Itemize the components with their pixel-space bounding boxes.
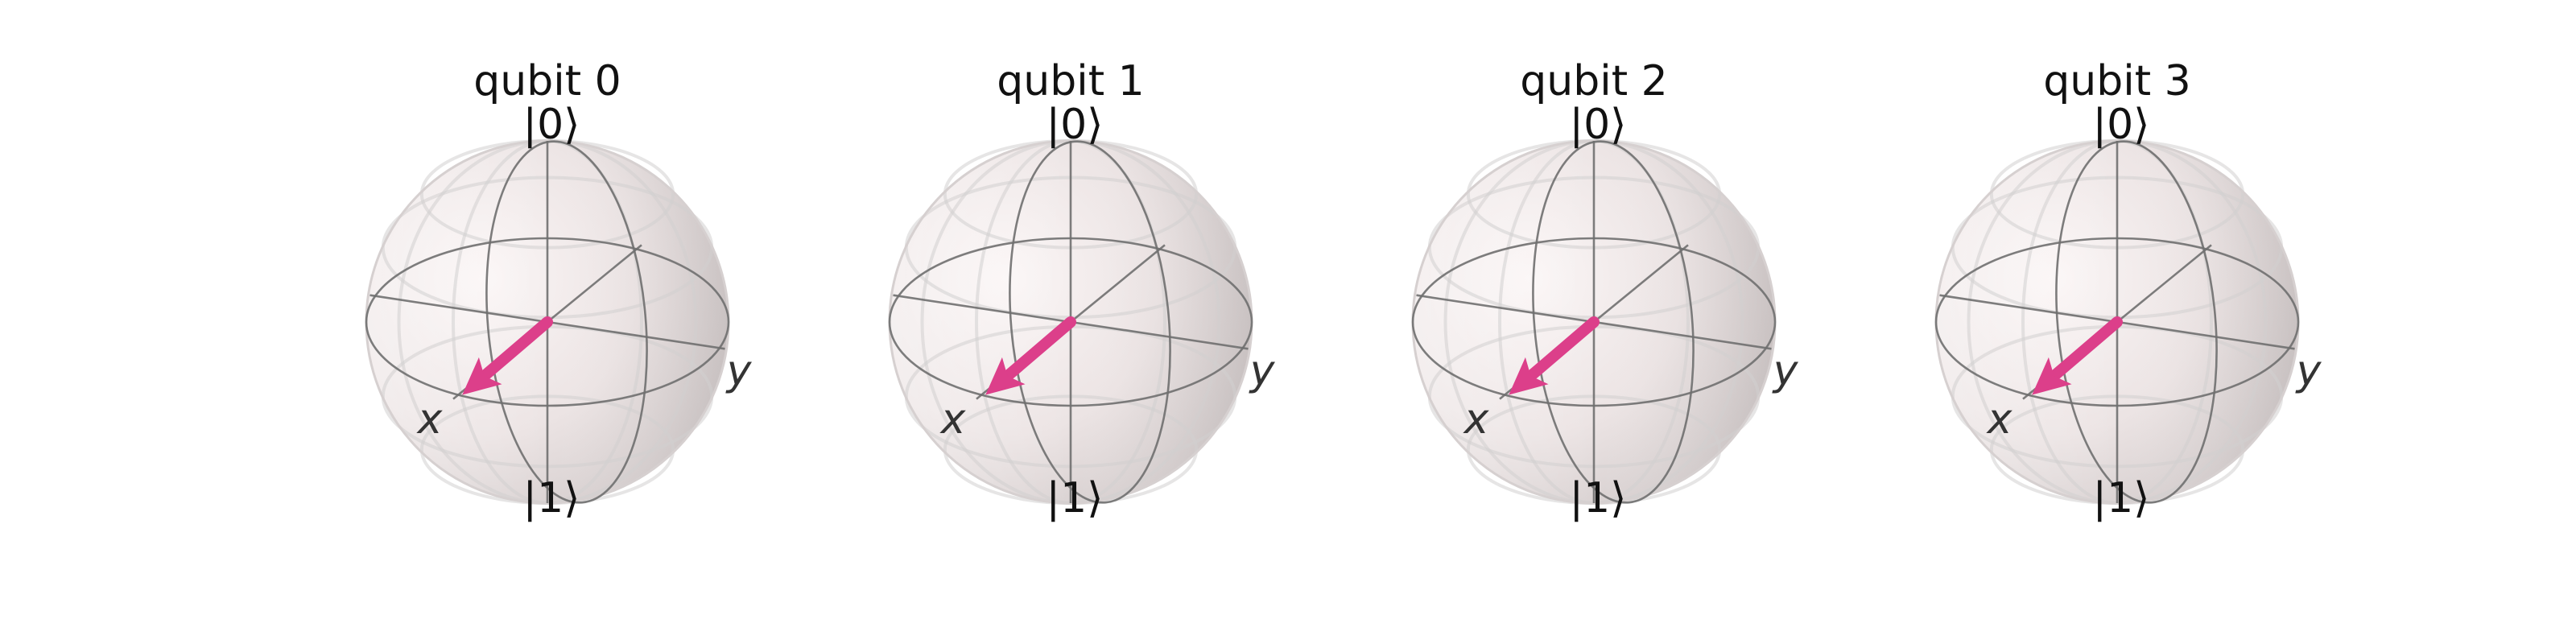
y-axis-label: y [725,347,753,395]
y-axis-label: y [1772,347,1799,395]
bloch-sphere-qubit-2: qubit 2|0⟩ |1⟩ x y [1411,57,1799,522]
x-axis-label: x [1463,395,1490,444]
ket-one-label: |1⟩ [2093,474,2150,522]
x-axis-label: x [416,395,444,444]
state-vector-shaft [1527,316,1600,380]
ket-one-label: |1⟩ [1046,474,1104,522]
state-vector-arrowhead [1509,357,1549,395]
qubit-title: qubit 2 [1520,57,1667,105]
qubit-title: qubit 0 [473,57,621,105]
state-vector-shaft [1004,316,1076,380]
ket-zero-label: |0⟩ [1570,101,1627,149]
meridian-ring [1532,140,1695,504]
ket-one-label: |1⟩ [1570,474,1627,522]
meridian-ring [2055,140,2218,504]
ket-zero-label: |0⟩ [523,101,580,149]
ket-zero-label: |0⟩ [1046,101,1104,149]
bloch-sphere-qubit-1: qubit 1|0⟩ |1⟩ x y [888,57,1276,522]
qubit-title: qubit 1 [997,57,1144,105]
ket-zero-label: |0⟩ [2093,101,2150,149]
ket-one-label: |1⟩ [523,474,580,522]
x-axis-label: x [1986,395,2013,444]
bloch-sphere-qubit-0: qubit 0|0⟩ |1⟩ x y [365,57,753,522]
state-vector-arrowhead [985,357,1026,395]
state-vector-arrowhead [462,357,502,395]
meridian-ring [485,140,648,504]
y-axis-label: y [1249,347,1276,395]
meridian-ring [1009,140,1171,504]
state-vector-arrowhead [2032,357,2072,395]
y-axis-label: y [2295,347,2322,395]
bloch-sphere-qubit-3: qubit 3|0⟩ |1⟩ x y [1934,57,2322,522]
state-vector-shaft [481,316,553,380]
x-axis-label: x [939,395,967,444]
qubit-title: qubit 3 [2043,57,2190,105]
state-vector-shaft [2050,316,2123,380]
